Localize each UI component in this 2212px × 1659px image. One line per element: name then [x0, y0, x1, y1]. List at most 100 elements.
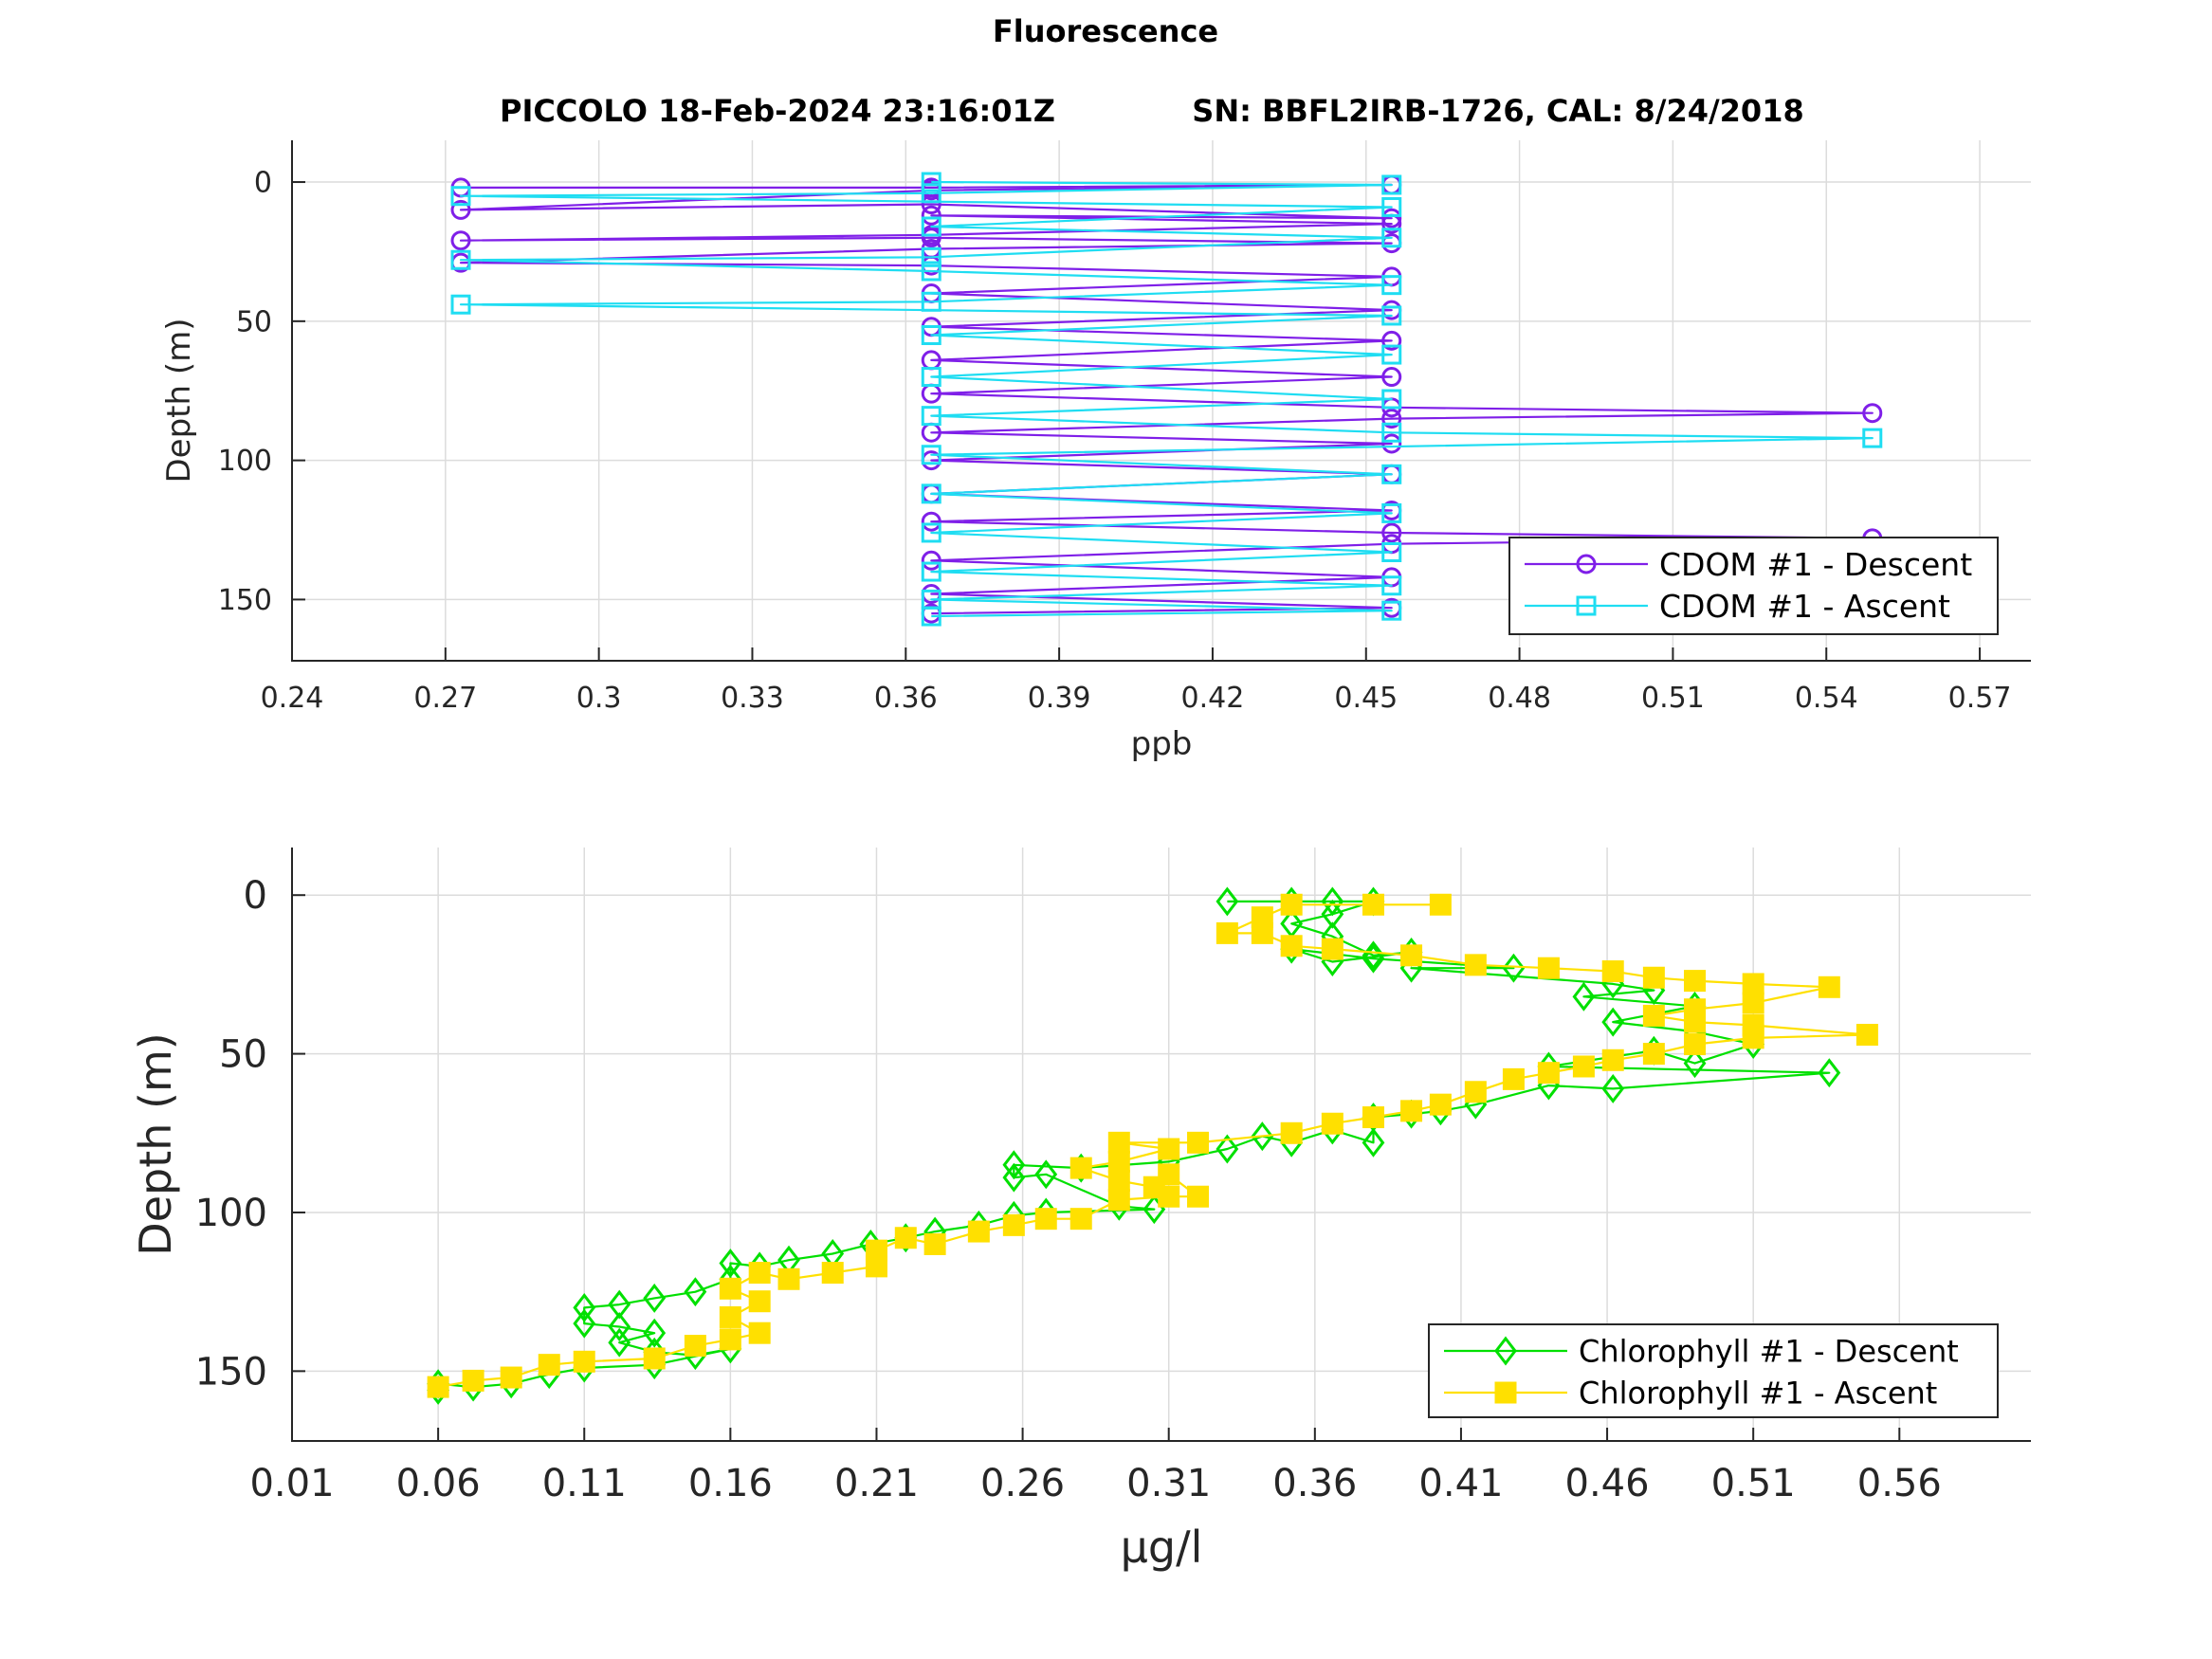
- cdom-data-point: [921, 183, 941, 204]
- cdom-grid: [291, 140, 2031, 661]
- cdom-panel: 0.24 0.27 0.3 0.33 0.36 0.39 0.42 0.45 0.48 0.51 0…: [160, 140, 2031, 763]
- chlorophyll-data-point: [1429, 893, 1452, 916]
- cdom-x-tick-label: 0.51: [1641, 682, 1705, 715]
- chlorophyll-data-point: [1107, 1189, 1130, 1212]
- cdom-series-ascent: [450, 172, 1883, 627]
- chlorophyll-y-tick-label: 50: [219, 1033, 267, 1077]
- chlorophyll-data-point: [1362, 1127, 1385, 1158]
- cdom-legend-swatch-marker: [1576, 554, 1597, 574]
- cdom-x-tick-label: 0.42: [1181, 682, 1245, 715]
- chlorophyll-data-point: [1321, 899, 1344, 929]
- chlorophyll-data-point: [684, 1335, 706, 1358]
- cdom-data-point: [1381, 228, 1402, 248]
- cdom-legend: CDOM #1 - Descent CDOM #1 - Ascent: [1508, 537, 1999, 635]
- cdom-y-tick-label: 50: [236, 305, 272, 338]
- chlorophyll-data-point: [1321, 1112, 1344, 1135]
- cdom-x-tick-label: 0.57: [1948, 682, 2012, 715]
- cdom-data-point: [1381, 344, 1402, 365]
- cdom-data-point: [1381, 367, 1402, 388]
- chlorophyll-data-point: [538, 1354, 560, 1376]
- chlorophyll-legend-swatch-marker: [1494, 1381, 1517, 1404]
- chlorophyll-data-point: [1502, 953, 1526, 983]
- chlorophyll-data-point: [1107, 1131, 1130, 1154]
- chlorophyll-data-point: [1321, 938, 1344, 960]
- cdom-data-point: [1381, 275, 1402, 296]
- chlorophyll-data-point: [500, 1366, 522, 1389]
- chlorophyll-data-point: [967, 1220, 990, 1243]
- chlorophyll-data-point: [1069, 1208, 1092, 1231]
- chlorophyll-data-point: [1216, 886, 1239, 917]
- chlorophyll-data-point: [821, 1262, 844, 1285]
- chlorophyll-x-tick-label: 0.06: [396, 1462, 481, 1505]
- cdom-x-tick-label: 0.27: [413, 682, 477, 715]
- cdom-x-tick-label: 0.33: [721, 682, 784, 715]
- chlorophyll-series-layer: [427, 886, 1878, 1405]
- chlorophyll-data-point: [1158, 1138, 1180, 1160]
- chlorophyll-data-point: [1683, 1048, 1707, 1079]
- chlorophyll-y-tick-label: 150: [195, 1350, 267, 1394]
- cdom-data-point: [921, 205, 941, 226]
- cdom-data-point: [921, 589, 941, 610]
- chlorophyll-x-tick-label: 0.16: [688, 1462, 773, 1505]
- chlorophyll-legend-label: Chlorophyll #1 - Descent: [1579, 1334, 1959, 1370]
- chlorophyll-data-point: [777, 1267, 800, 1290]
- cdom-x-tick-label: 0.36: [874, 682, 938, 715]
- chlorophyll-x-tick-label: 0.46: [1565, 1462, 1650, 1505]
- cdom-data-point: [921, 246, 941, 267]
- chlorophyll-y-axis-label: Depth (m): [130, 1032, 181, 1255]
- cdom-series-line: [459, 180, 1874, 618]
- chlorophyll-data-point: [1362, 893, 1384, 916]
- cdom-y-axis-label: Depth (m): [160, 318, 198, 483]
- chlorophyll-data-point: [1280, 1121, 1303, 1144]
- cdom-data-point: [1862, 403, 1883, 424]
- chlorophyll-x-tick-label: 0.21: [834, 1462, 919, 1505]
- cdom-y-ticks: 0 50 100 150: [218, 167, 305, 617]
- chlorophyll-data-point: [1216, 1134, 1239, 1164]
- chlorophyll-data-point: [1280, 935, 1303, 957]
- chlorophyll-data-point: [1642, 1004, 1665, 1027]
- cdom-x-tick-label: 0.45: [1334, 682, 1398, 715]
- chlorophyll-legend-swatch-marker: [1494, 1336, 1517, 1366]
- chlorophyll-data-point: [748, 1262, 771, 1285]
- cdom-data-point: [450, 249, 471, 270]
- chlorophyll-legend-label: Chlorophyll #1 - Ascent: [1579, 1376, 1937, 1412]
- chlorophyll-data-point: [1502, 1067, 1525, 1090]
- cdom-data-point: [921, 561, 941, 582]
- cdom-data-point: [921, 367, 941, 388]
- cdom-legend-swatch-marker: [1576, 595, 1597, 616]
- chlorophyll-data-point: [684, 1277, 707, 1307]
- chlorophyll-data-point: [1572, 981, 1596, 1012]
- cdom-data-point: [1381, 542, 1402, 563]
- chlorophyll-legend-box: [1428, 1323, 1999, 1418]
- cdom-data-point: [921, 406, 941, 427]
- chlorophyll-legend: Chlorophyll #1 - Descent Chlorophyll #1 -…: [1428, 1323, 1999, 1418]
- chlorophyll-data-point: [1002, 1150, 1026, 1180]
- chlorophyll-data-point: [1642, 1043, 1665, 1066]
- figure-subtitle-left: PICCOLO 18-Feb-2024 23:16:01Z: [500, 93, 1055, 129]
- chlorophyll-data-point: [1742, 973, 1764, 995]
- chlorophyll-data-point: [748, 1322, 771, 1344]
- cdom-data-point: [1381, 409, 1402, 429]
- cdom-data-point: [1381, 600, 1402, 621]
- chlorophyll-data-point: [1069, 1157, 1092, 1179]
- chlorophyll-data-point: [1002, 1162, 1026, 1193]
- chlorophyll-x-ticks: 0.01 0.06 0.11 0.16 0.21 0.26 0.31 0.36 0.41 0.46…: [249, 1428, 1942, 1505]
- cdom-data-point: [1381, 330, 1402, 351]
- chlorophyll-data-point: [1002, 1213, 1025, 1236]
- cdom-x-ticks: 0.24 0.27 0.3 0.33 0.36 0.39 0.42 0.45 0.48 0.51 0…: [261, 647, 2012, 715]
- cdom-data-point: [921, 325, 941, 346]
- chlorophyll-data-point: [1464, 954, 1487, 976]
- chlorophyll-data-point: [894, 1227, 917, 1249]
- chlorophyll-data-point: [1280, 893, 1303, 916]
- cdom-data-point: [921, 261, 941, 282]
- chlorophyll-data-point: [608, 1327, 631, 1358]
- chlorophyll-x-tick-label: 0.51: [1711, 1462, 1796, 1505]
- chlorophyll-data-point: [1216, 921, 1238, 944]
- chlorophyll-x-axis-label: μg/l: [1121, 1522, 1203, 1573]
- chlorophyll-data-point: [1601, 1048, 1624, 1071]
- cdom-x-axis-label: ppb: [1131, 725, 1193, 763]
- chlorophyll-data-point: [1107, 1150, 1130, 1173]
- cdom-data-point: [1381, 433, 1402, 454]
- chlorophyll-data-point: [1107, 1169, 1130, 1192]
- cdom-y-tick-label: 150: [218, 584, 272, 617]
